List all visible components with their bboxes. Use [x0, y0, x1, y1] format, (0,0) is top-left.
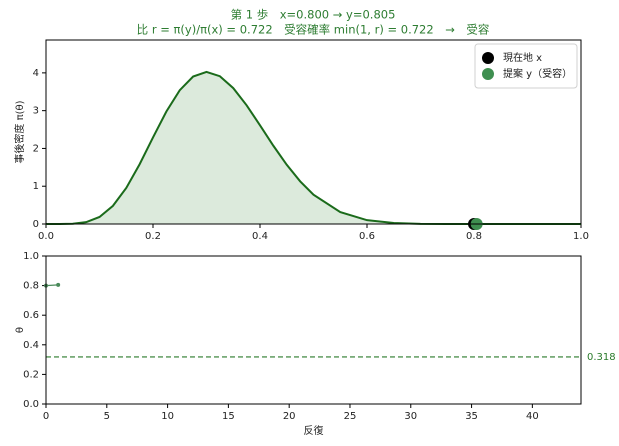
x-tick-label: 0.6 [359, 231, 375, 242]
y-tick-label: 4 [33, 68, 39, 79]
x-tick-label: 25 [344, 411, 357, 422]
line [45, 70, 581, 225]
y-tick-label: 0.0 [23, 399, 39, 410]
y-tick-label: 1.0 [23, 251, 39, 262]
x-tick-label: 10 [161, 411, 174, 422]
y-tick-label: 0.2 [23, 369, 39, 380]
reference-label: 0.318 [587, 352, 616, 363]
axes-frame [45, 39, 582, 225]
y-tick-label: 2 [33, 143, 39, 154]
x-tick-label: 1.0 [573, 231, 589, 242]
legend-marker [482, 52, 494, 64]
x-tick-label: 35 [465, 411, 478, 422]
x-tick-label: 0.0 [38, 231, 54, 242]
axes-frame [45, 255, 582, 405]
y-tick-label: 0.8 [23, 281, 39, 292]
y-tick-label: 0.6 [23, 310, 39, 321]
legend-label: 現在地 x [503, 51, 542, 64]
trace-point [56, 282, 61, 287]
y-axis-label: θ [15, 327, 26, 333]
area [46, 71, 581, 224]
y-tick-label: 0 [33, 219, 39, 230]
legend-box [474, 43, 578, 89]
x-tick-label: 0.4 [252, 231, 268, 242]
line [45, 284, 59, 287]
x-tick-label: 5 [104, 411, 110, 422]
x-tick-label: 0.2 [145, 231, 161, 242]
chart-title: 第 1 歩 x=0.800 → y=0.805 [231, 8, 396, 22]
x-tick-label: 30 [404, 411, 417, 422]
x-tick-label: 0 [43, 411, 49, 422]
chart-subtitle: 比 r = π(y)/π(x) = 0.722 受容確率 min(1, r) =… [137, 23, 490, 37]
x-tick-label: 0.8 [466, 231, 482, 242]
x-axis-label: 反復 [304, 424, 324, 437]
x-tick-label: 20 [283, 411, 296, 422]
legend-marker [482, 68, 494, 80]
y-tick-label: 1 [33, 181, 39, 192]
y-tick-label: 3 [33, 106, 39, 117]
legend-label: 提案 y（受容） [503, 67, 572, 80]
x-tick-label: 15 [222, 411, 235, 422]
y-tick-label: 0.4 [23, 340, 39, 351]
x-tick-label: 40 [526, 411, 539, 422]
y-axis-label: 事後密度 π(θ) [13, 100, 26, 163]
